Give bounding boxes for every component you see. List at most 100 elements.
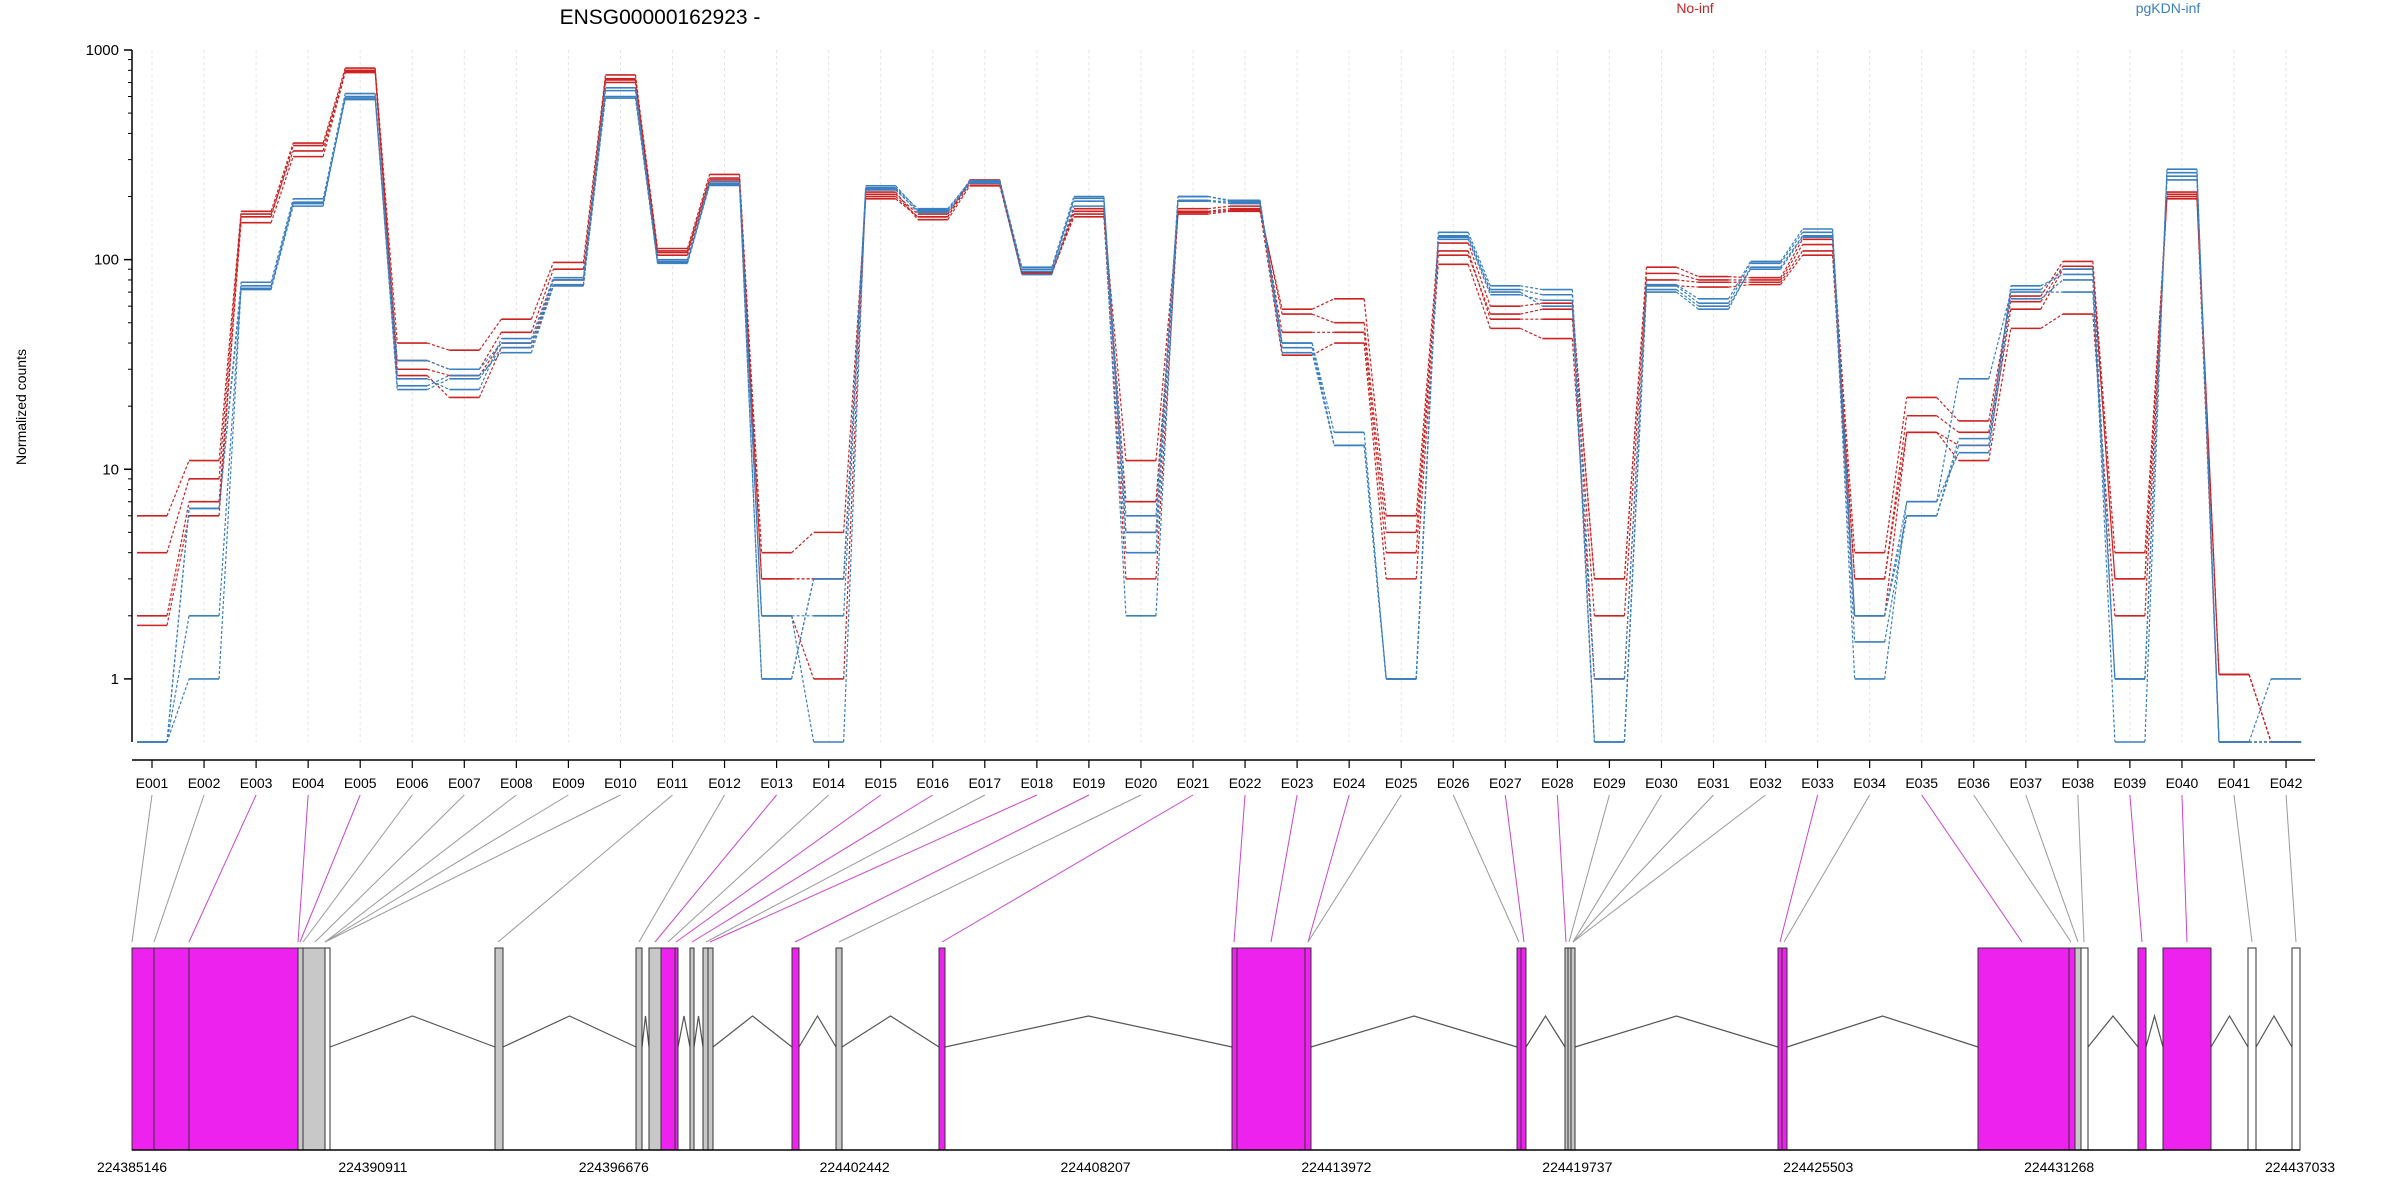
connector-e018 [709, 794, 1038, 943]
connector-segment [1571, 319, 1595, 616]
y-tick-label-10: 10 [102, 461, 119, 478]
connector-segment [1259, 202, 1283, 353]
connector-segment [427, 360, 450, 370]
exon-block [791, 947, 800, 1151]
connector-segment [322, 93, 346, 199]
connector-segment [1728, 275, 1751, 279]
connector-segment [634, 97, 659, 264]
connector-segment [1884, 432, 1908, 579]
intron [329, 1015, 496, 1048]
connector-segment [1415, 239, 1439, 679]
connector-segment [1780, 239, 1804, 278]
connector-segment [686, 184, 711, 264]
connector-segment [1727, 268, 1752, 307]
connector-segment [1571, 289, 1595, 679]
x-tick-label-e017: E017 [968, 775, 1001, 791]
exon-block [2291, 947, 2301, 1151]
connector-e011 [497, 794, 673, 943]
connector-segment [2040, 265, 2064, 303]
x-tick-label-e007: E007 [448, 775, 481, 791]
connector-segment [1832, 255, 1856, 616]
connector-segment [1936, 415, 1960, 433]
connector-segment [738, 181, 763, 616]
connector-segment [1363, 432, 1387, 679]
connector-segment [843, 185, 867, 616]
connector-segment [1884, 397, 1908, 553]
connector-e026 [1452, 794, 1520, 943]
x-tick-label-e028: E028 [1541, 775, 1574, 791]
exon-block [1304, 947, 1312, 1151]
x-tick-label-e031: E031 [1697, 775, 1730, 791]
chart-title: ENSG00000162923 - [560, 6, 761, 29]
connector-segment [1780, 254, 1804, 285]
connector-e031 [1572, 794, 1714, 943]
connector-segment [1207, 200, 1231, 205]
x-tick-label-e001: E001 [136, 775, 169, 791]
connector-segment [2092, 279, 2116, 743]
coordinate-label: 224402442 [820, 1159, 890, 1175]
x-tick-label-e034: E034 [1853, 775, 1886, 791]
connector-segment [530, 277, 554, 339]
connector-segment [1884, 415, 1908, 579]
vertical-gridlines [151, 50, 2287, 742]
connector-segment [1988, 298, 2012, 453]
coordinate-label: 224419737 [1542, 1159, 1612, 1175]
series-8 [137, 97, 2302, 743]
connector-segment [582, 74, 607, 263]
connector-segment [1363, 342, 1387, 579]
connector-segment [1520, 302, 1543, 307]
connector-segment [2040, 273, 2064, 287]
connector-segment [1311, 313, 1335, 324]
connector-segment [1051, 196, 1075, 268]
series-2 [137, 69, 2302, 743]
connector-segment [218, 282, 242, 509]
connector-e038 [2077, 794, 2085, 943]
connector-segment [634, 82, 659, 253]
connector-segment [1467, 232, 1491, 287]
connector-segment [374, 99, 398, 361]
connector-e041 [2233, 794, 2253, 943]
connector-segment [2196, 176, 2220, 743]
connector-segment [218, 211, 242, 461]
series-3 [137, 71, 2302, 743]
connector-segment [2040, 268, 2064, 310]
exon-block [835, 947, 843, 1151]
x-tick-label-e003: E003 [240, 775, 273, 791]
exon-block [297, 947, 304, 1151]
connector-segment [426, 374, 450, 387]
coordinate-label: 224425503 [1783, 1159, 1853, 1175]
intron [841, 1015, 940, 1048]
connector-segment [1467, 264, 1491, 329]
connector-segment [218, 222, 242, 502]
x-tick-label-e016: E016 [916, 775, 949, 791]
legend-no-inf: No-inf [1676, 0, 1713, 16]
x-tick-label-e008: E008 [500, 775, 533, 791]
connector-segment [738, 184, 763, 616]
connector-segment [947, 182, 971, 213]
x-tick-label-e030: E030 [1645, 775, 1678, 791]
legend-pgkdn-inf: pgKDN-inf [2136, 0, 2201, 16]
connector-segment [1363, 445, 1387, 679]
connector-segment [791, 615, 815, 680]
intron [2210, 1014, 2249, 1048]
connector-segment [1676, 266, 1699, 278]
intron [2145, 1013, 2164, 1048]
connector-e017 [705, 794, 986, 943]
exon-block [188, 947, 299, 1151]
connector-segment [1155, 200, 1179, 616]
connector-segment [1520, 285, 1543, 291]
connector-e036 [1973, 794, 2072, 943]
connector-e001 [131, 794, 153, 943]
connector-segment [530, 262, 554, 320]
x-tick-label-e004: E004 [292, 775, 325, 791]
y-axis: 1 10 100 1000 [86, 42, 133, 742]
x-tick-label-e041: E041 [2218, 775, 2251, 791]
connector-segment [426, 375, 450, 398]
exon-block [2137, 947, 2147, 1151]
connector-e025 [1307, 794, 1402, 943]
exon-block [2074, 947, 2082, 1151]
intron [641, 1015, 650, 1048]
connector-e008 [324, 794, 517, 943]
connector-segment [1936, 431, 1960, 446]
connector-segment [1571, 309, 1595, 579]
